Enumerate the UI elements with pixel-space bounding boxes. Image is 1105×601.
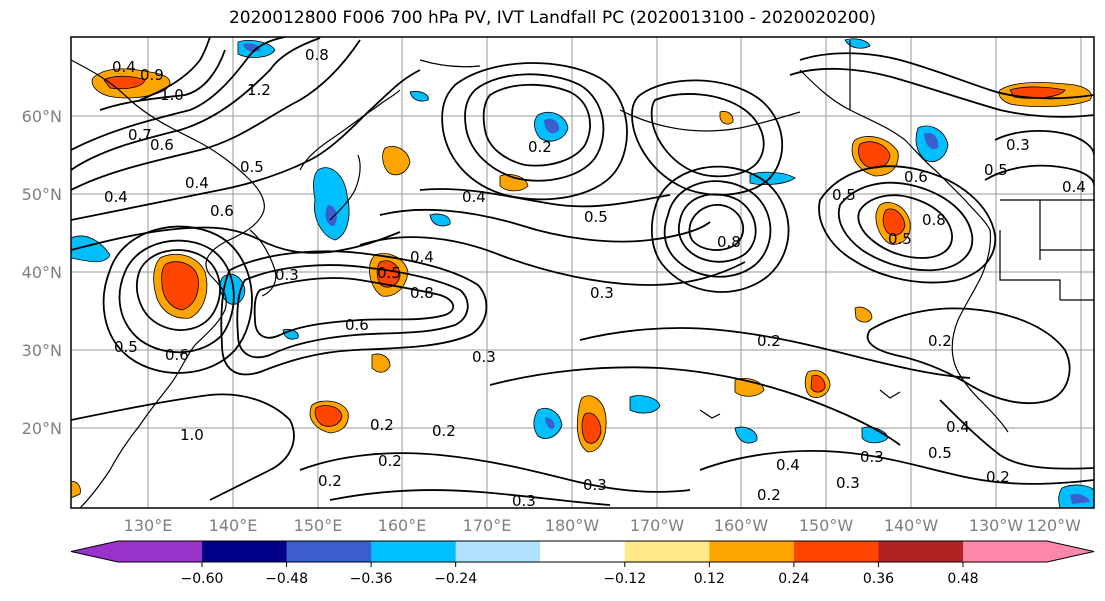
- contour-label: 0.6: [904, 168, 928, 186]
- lon-label: 150°E: [294, 516, 343, 535]
- lon-label: 130°E: [124, 516, 173, 535]
- contour-label: 0.3: [583, 476, 607, 494]
- contour-label: 0.2: [757, 486, 781, 504]
- colorbar-bin: [202, 541, 288, 562]
- contour-label: 0.5: [114, 338, 138, 356]
- contour-label: 0.5: [240, 158, 264, 176]
- colorbar-tick-label: 0.36: [863, 571, 894, 587]
- lon-label: 160°E: [378, 516, 427, 535]
- colorbar-bin: [286, 541, 372, 562]
- lon-label: 140°W: [884, 516, 939, 535]
- lat-label: 60°N: [22, 107, 62, 126]
- colorbar-tick-label: −0.12: [603, 571, 646, 587]
- colorbar-tick-label: −0.48: [265, 571, 308, 587]
- lat-label: 20°N: [22, 419, 62, 438]
- contour-label: 1.0: [180, 426, 204, 444]
- pv-contours: [71, 37, 1094, 506]
- colorbar-bin: [709, 541, 795, 562]
- colorbar-outline: [70, 540, 1095, 563]
- contour-label: 0.2: [370, 416, 394, 434]
- lon-label: 120°W: [1027, 516, 1082, 535]
- longitude-labels: 130°E 140°E 150°E 160°E 170°E 180°W 170°…: [124, 516, 1082, 535]
- pc-filled-patches: [71, 38, 1094, 508]
- contour-label: 0.4: [462, 188, 486, 206]
- colorbar-tick-label: 0.12: [694, 571, 725, 587]
- colorbar-bin: [455, 541, 541, 562]
- contour-label: 0.6: [210, 202, 234, 220]
- colorbar-bin: [793, 541, 879, 562]
- contour-label: 0.5: [377, 264, 401, 282]
- contour-label: 0.9: [140, 66, 164, 84]
- lat-label: 50°N: [22, 185, 62, 204]
- latitude-labels: 60°N 50°N 40°N 30°N 20°N: [22, 107, 62, 438]
- lon-label: 160°W: [714, 516, 769, 535]
- map-border: [70, 36, 1095, 509]
- contour-label: 0.2: [757, 332, 781, 350]
- contour-label: 0.4: [410, 248, 434, 266]
- colorbar-tick-label: −0.24: [434, 571, 477, 587]
- colorbar-tick-label: −0.60: [181, 571, 224, 587]
- contour-label: 0.3: [512, 492, 536, 510]
- contour-label: 0.2: [928, 332, 952, 350]
- colorbar-extend-low: [71, 541, 202, 562]
- contour-label: 0.4: [946, 418, 970, 436]
- colorbar-bin: [624, 541, 710, 562]
- contour-label: 0.5: [984, 161, 1008, 179]
- contour-label: 0.3: [860, 448, 884, 466]
- contour-label: 0.2: [528, 138, 552, 156]
- contour-label: 0.8: [922, 211, 946, 229]
- lat-label: 40°N: [22, 263, 62, 282]
- lon-label: 150°W: [799, 516, 854, 535]
- lon-label: 170°E: [463, 516, 512, 535]
- contour-value-labels: 0.4 0.9 1.0 1.2 0.8 0.7 0.6 0.4 0.5 0.4 …: [104, 46, 1086, 510]
- contour-label: 0.7: [128, 126, 152, 144]
- contour-label: 0.2: [986, 468, 1010, 486]
- contour-label: 0.4: [185, 174, 209, 192]
- contour-label: 1.0: [160, 86, 184, 104]
- contour-label: 0.3: [590, 284, 614, 302]
- lat-label: 30°N: [22, 341, 62, 360]
- contour-label: 0.2: [318, 472, 342, 490]
- lon-label: 180°W: [545, 516, 600, 535]
- colorbar-tick-label: −0.36: [350, 571, 393, 587]
- contour-label: 0.3: [275, 266, 299, 284]
- colorbar-bin: [371, 541, 457, 562]
- contour-label: 0.4: [1062, 178, 1086, 196]
- contour-label: 0.4: [112, 58, 136, 76]
- colorbar: −0.60 −0.48 −0.36 −0.24 −0.12 0.12 0.24 0.36 0.4…: [70, 540, 1095, 587]
- lon-label: 140°E: [209, 516, 258, 535]
- contour-label: 0.3: [836, 474, 860, 492]
- contour-label: 0.5: [888, 230, 912, 248]
- contour-label: 0.8: [410, 284, 434, 302]
- contour-label: 0.6: [165, 346, 189, 364]
- contour-label: 0.5: [832, 186, 856, 204]
- colorbar-bin: [540, 541, 626, 562]
- lon-label: 130°W: [969, 516, 1024, 535]
- contour-label: 0.4: [104, 188, 128, 206]
- map-title: 2020012800 F006 700 hPa PV, IVT Landfall…: [228, 8, 876, 28]
- contour-label: 0.2: [378, 452, 402, 470]
- contour-label: 0.8: [717, 233, 741, 251]
- contour-label: 0.4: [776, 456, 800, 474]
- contour-label: 0.6: [345, 316, 369, 334]
- contour-label: 0.3: [1006, 136, 1030, 154]
- contour-label: 0.6: [150, 136, 174, 154]
- contour-label: 0.5: [928, 444, 952, 462]
- coastlines: [71, 40, 1094, 508]
- colorbar-extend-high: [963, 541, 1094, 562]
- contour-label: 1.2: [247, 81, 271, 99]
- contour-label: 0.5: [584, 208, 608, 226]
- colorbar-tick-label: 0.48: [947, 571, 978, 587]
- contour-label: 0.8: [305, 46, 329, 64]
- lon-label: 170°W: [630, 516, 685, 535]
- contour-label: 0.2: [432, 422, 456, 440]
- colorbar-tick-label: 0.24: [778, 571, 809, 587]
- contour-label: 0.3: [472, 348, 496, 366]
- colorbar-bin: [878, 541, 964, 562]
